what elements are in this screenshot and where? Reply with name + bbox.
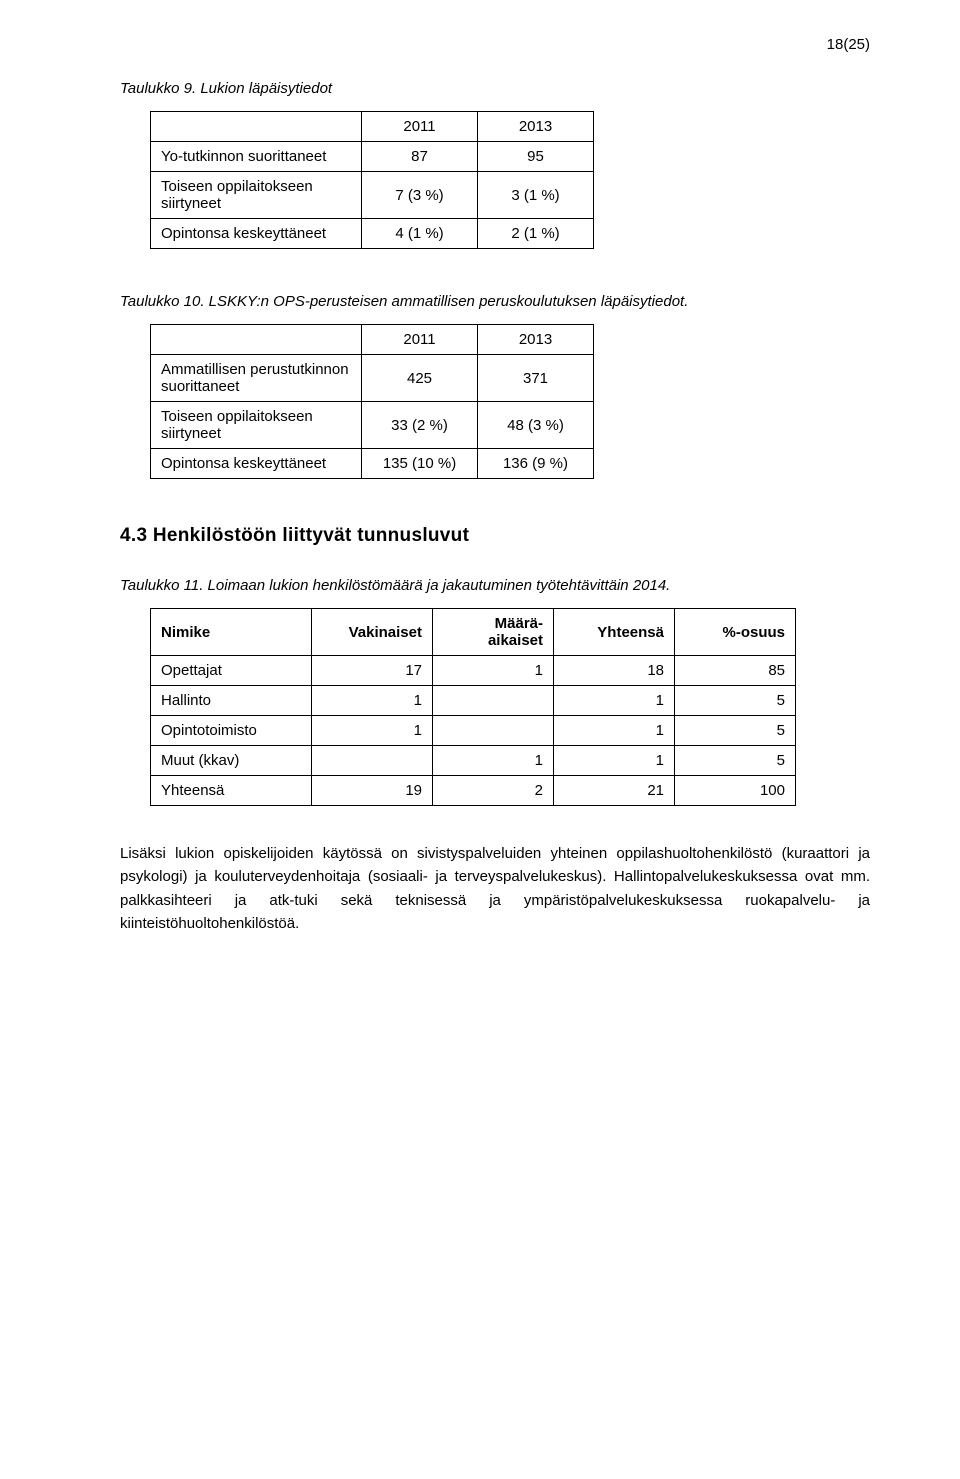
table3-r3c3: 1	[554, 746, 675, 776]
table-row: Yhteensä 19 2 21 100	[151, 776, 796, 806]
table-row: Opettajat 17 1 18 85	[151, 656, 796, 686]
table1-row1-label: Toiseen oppilaitokseen siirtyneet	[151, 172, 362, 219]
table3-h4: %-osuus	[675, 609, 796, 656]
table1: 2011 2013 Yo-tutkinnon suorittaneet 87 9…	[150, 111, 594, 249]
table2-row2-v2: 136 (9 %)	[478, 449, 594, 479]
table3-r4c3: 21	[554, 776, 675, 806]
table3-r4c0: Yhteensä	[151, 776, 312, 806]
table-row: Opintotoimisto 1 1 5	[151, 716, 796, 746]
table3-r1c0: Hallinto	[151, 686, 312, 716]
table3-h1: Vakinaiset	[312, 609, 433, 656]
table3-r3c0: Muut (kkav)	[151, 746, 312, 776]
table-row: Hallinto 1 1 5	[151, 686, 796, 716]
table2: 2011 2013 Ammatillisen perustutkinnon su…	[150, 324, 594, 479]
table-row: Toiseen oppilaitokseen siirtyneet 7 (3 %…	[151, 172, 594, 219]
table1-corner	[151, 112, 362, 142]
table2-row1-v2: 48 (3 %)	[478, 402, 594, 449]
table1-caption: Taulukko 9. Lukion läpäisytiedot	[120, 80, 870, 97]
table3-r0c1: 17	[312, 656, 433, 686]
table3-r0c4: 85	[675, 656, 796, 686]
page-number: 18(25)	[827, 36, 870, 53]
table1-col1-header: 2011	[362, 112, 478, 142]
table1-row2-v1: 4 (1 %)	[362, 219, 478, 249]
table2-row0-label: Ammatillisen perustutkinnon suorittaneet	[151, 355, 362, 402]
table3-r4c1: 19	[312, 776, 433, 806]
table2-corner	[151, 325, 362, 355]
table3-r4c4: 100	[675, 776, 796, 806]
table3-r1c2	[433, 686, 554, 716]
table3-r2c0: Opintotoimisto	[151, 716, 312, 746]
table3-r3c2: 1	[433, 746, 554, 776]
table3-r1c1: 1	[312, 686, 433, 716]
table3-r4c2: 2	[433, 776, 554, 806]
table2-row2-v1: 135 (10 %)	[362, 449, 478, 479]
table1-row2-label: Opintonsa keskeyttäneet	[151, 219, 362, 249]
table2-row0-v1: 425	[362, 355, 478, 402]
table3: Nimike Vakinaiset Määrä-aikaiset Yhteens…	[150, 608, 796, 806]
table1-row0-v1: 87	[362, 142, 478, 172]
table3-h3: Yhteensä	[554, 609, 675, 656]
table2-col2-header: 2013	[478, 325, 594, 355]
table3-r0c3: 18	[554, 656, 675, 686]
table1-header-row: 2011 2013	[151, 112, 594, 142]
table-row: Opintonsa keskeyttäneet 4 (1 %) 2 (1 %)	[151, 219, 594, 249]
table2-row1-v1: 33 (2 %)	[362, 402, 478, 449]
table3-caption: Taulukko 11. Loimaan lukion henkilöstömä…	[120, 577, 870, 594]
table3-r3c4: 5	[675, 746, 796, 776]
table1-row0-v2: 95	[478, 142, 594, 172]
table1-col2-header: 2013	[478, 112, 594, 142]
body-paragraph: Lisäksi lukion opiskelijoiden käytössä o…	[120, 842, 870, 935]
table-row: Ammatillisen perustutkinnon suorittaneet…	[151, 355, 594, 402]
table3-r2c4: 5	[675, 716, 796, 746]
table3-r2c2	[433, 716, 554, 746]
table2-row0-v2: 371	[478, 355, 594, 402]
table1-row2-v2: 2 (1 %)	[478, 219, 594, 249]
table-row: Opintonsa keskeyttäneet 135 (10 %) 136 (…	[151, 449, 594, 479]
table3-r0c0: Opettajat	[151, 656, 312, 686]
table-row: Yo-tutkinnon suorittaneet 87 95	[151, 142, 594, 172]
table1-row1-v2: 3 (1 %)	[478, 172, 594, 219]
table3-r1c4: 5	[675, 686, 796, 716]
table3-r2c3: 1	[554, 716, 675, 746]
table3-header-row: Nimike Vakinaiset Määrä-aikaiset Yhteens…	[151, 609, 796, 656]
section-heading: 4.3 Henkilöstöön liittyvät tunnusluvut	[120, 525, 870, 547]
table3-r1c3: 1	[554, 686, 675, 716]
table2-row2-label: Opintonsa keskeyttäneet	[151, 449, 362, 479]
table-row: Muut (kkav) 1 1 5	[151, 746, 796, 776]
table3-h0: Nimike	[151, 609, 312, 656]
table3-r0c2: 1	[433, 656, 554, 686]
document-page: 18(25) Taulukko 9. Lukion läpäisytiedot …	[0, 0, 960, 1479]
table1-row1-v1: 7 (3 %)	[362, 172, 478, 219]
table3-h2: Määrä-aikaiset	[433, 609, 554, 656]
table3-r2c1: 1	[312, 716, 433, 746]
table2-header-row: 2011 2013	[151, 325, 594, 355]
table-row: Toiseen oppilaitokseen siirtyneet 33 (2 …	[151, 402, 594, 449]
table1-row0-label: Yo-tutkinnon suorittaneet	[151, 142, 362, 172]
table3-r3c1	[312, 746, 433, 776]
table2-caption: Taulukko 10. LSKKY:n OPS-perusteisen amm…	[120, 293, 870, 310]
table2-col1-header: 2011	[362, 325, 478, 355]
table2-row1-label: Toiseen oppilaitokseen siirtyneet	[151, 402, 362, 449]
